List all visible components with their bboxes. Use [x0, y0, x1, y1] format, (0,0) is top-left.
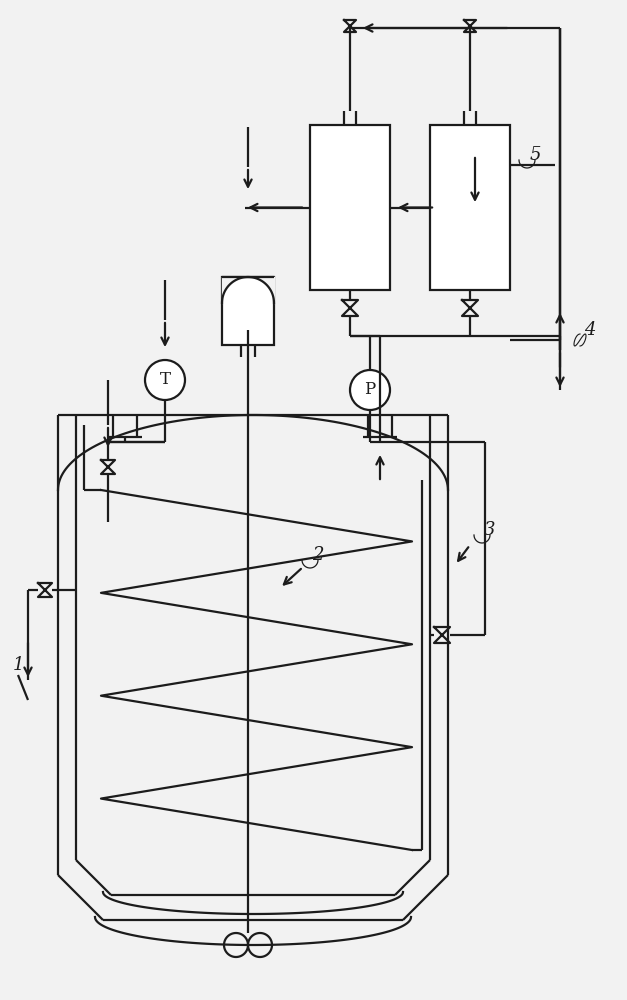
- Text: T: T: [159, 371, 171, 388]
- Text: 5: 5: [529, 146, 540, 164]
- Bar: [222, 277, 274, 345]
- Text: 4: 4: [584, 321, 596, 339]
- Text: P: P: [364, 381, 376, 398]
- Text: 3: 3: [484, 521, 496, 539]
- Text: 1: 1: [13, 656, 24, 674]
- Circle shape: [350, 370, 390, 410]
- Circle shape: [145, 360, 185, 400]
- Text: 2: 2: [312, 546, 324, 564]
- Bar: [430, 125, 510, 290]
- Bar: [310, 125, 390, 290]
